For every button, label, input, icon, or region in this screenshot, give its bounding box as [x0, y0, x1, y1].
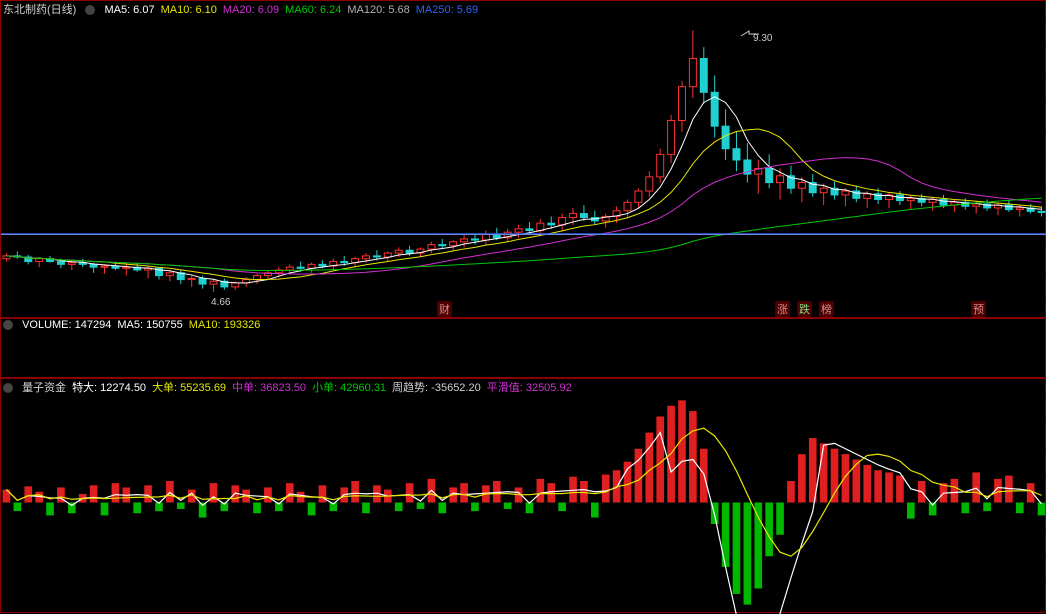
- legend-item: 量子资金: [22, 382, 66, 394]
- capital-header: 量子资金特大: 12274.50 大单: 55235.69 中单: 36823.50…: [3, 379, 584, 395]
- legend-item: 中单: 36823.50: [232, 382, 306, 394]
- toggle-icon[interactable]: [85, 5, 95, 15]
- peak-price-label: 9.30: [753, 33, 772, 44]
- volume-header: VOLUME: 147294 MA5: 150755 MA10: 193326: [3, 319, 272, 331]
- legend-item: MA10: 6.10: [161, 4, 217, 16]
- legend-item: 特大: 12274.50: [72, 382, 146, 394]
- legend-item: VOLUME: 147294: [22, 319, 111, 331]
- toggle-icon[interactable]: [3, 320, 13, 330]
- toggle-icon[interactable]: [3, 383, 13, 393]
- volume-panel[interactable]: VOLUME: 147294 MA5: 150755 MA10: 193326: [0, 318, 1046, 378]
- legend-item: MA250: 5.69: [416, 4, 478, 16]
- legend-item: MA5: 6.07: [104, 4, 154, 16]
- legend-item: MA5: 150755: [117, 319, 182, 331]
- legend-item: MA10: 193326: [189, 319, 261, 331]
- stock-title: 东北制药(日线): [3, 4, 76, 16]
- capital-chart[interactable]: [1, 379, 1046, 614]
- legend-item: MA20: 6.09: [223, 4, 279, 16]
- capital-panel[interactable]: 量子资金特大: 12274.50 大单: 55235.69 中单: 36823.50…: [0, 378, 1046, 613]
- legend-item: 周趋势: -35652.20: [392, 382, 481, 394]
- event-marker[interactable]: 榜: [819, 301, 834, 317]
- trough-price-label: 4.66: [211, 297, 230, 308]
- event-marker[interactable]: 跌: [797, 301, 812, 317]
- legend-item: MA120: 5.68: [347, 4, 409, 16]
- legend-item: MA60: 6.24: [285, 4, 341, 16]
- event-marker[interactable]: 涨: [775, 301, 790, 317]
- legend-item: 平滑值: 32505.92: [487, 382, 572, 394]
- event-marker[interactable]: 财: [437, 301, 452, 317]
- legend-item: 大单: 55235.69: [152, 382, 226, 394]
- legend-item: 小单: 42960.31: [312, 382, 386, 394]
- candlestick-chart[interactable]: [1, 1, 1046, 319]
- main-header: 东北制药(日线) MA5: 6.07 MA10: 6.10 MA20: 6.09 MA…: [3, 1, 490, 17]
- candlestick-panel[interactable]: 东北制药(日线) MA5: 6.07 MA10: 6.10 MA20: 6.09 MA…: [0, 0, 1046, 318]
- event-marker[interactable]: 预: [971, 301, 986, 317]
